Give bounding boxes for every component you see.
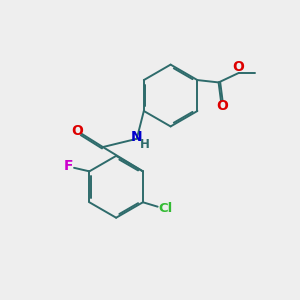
Text: N: N [131,130,142,144]
Text: O: O [216,99,228,113]
Text: O: O [232,59,244,74]
Text: O: O [71,124,83,138]
Text: H: H [140,138,150,151]
Text: Cl: Cl [159,202,173,215]
Text: F: F [63,159,73,173]
